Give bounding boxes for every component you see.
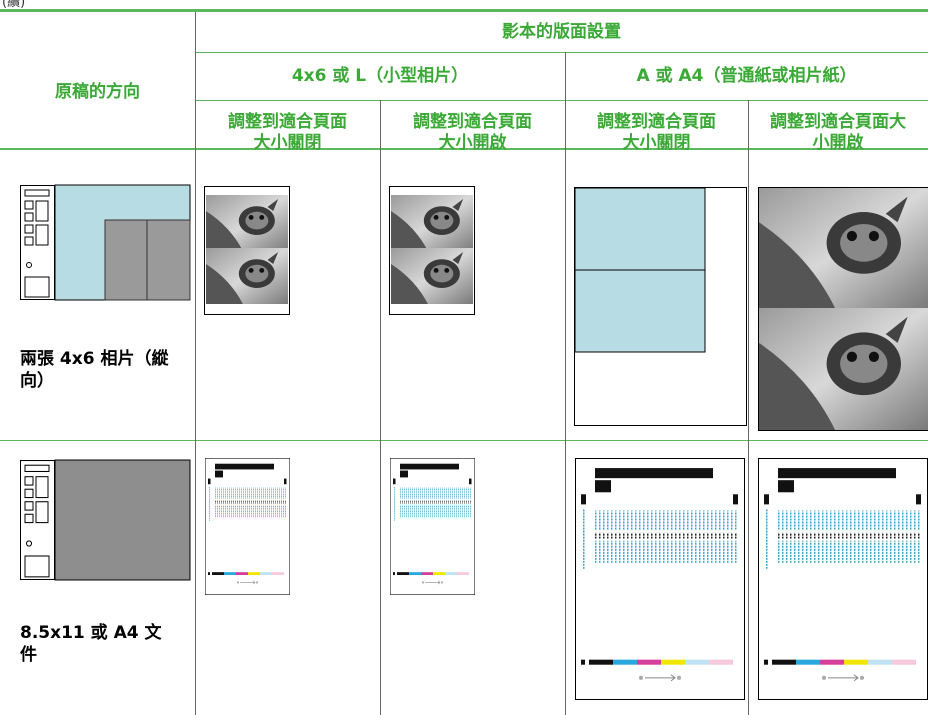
option-header: 調整到適合頁面大小開啟 bbox=[380, 112, 565, 154]
rule bbox=[195, 52, 928, 53]
option-text: 調整到適合頁面大小關閉 bbox=[597, 112, 716, 153]
col-rule bbox=[748, 100, 749, 715]
top-rule bbox=[0, 9, 928, 12]
row1-copy bbox=[758, 187, 928, 431]
paper-header: 4x6 或 L（小型相片） bbox=[291, 66, 469, 86]
row-label: 兩張 4x6 相片（縱向） bbox=[20, 349, 169, 391]
row1-copy bbox=[574, 187, 747, 426]
option-text: 調整到適合頁面大小開啟 bbox=[413, 112, 532, 153]
paper-header: A 或 A4（普通紙或相片紙） bbox=[636, 66, 857, 86]
row2-copy bbox=[758, 458, 928, 700]
row2-copy bbox=[390, 458, 475, 595]
rule bbox=[0, 148, 928, 150]
col-rule bbox=[565, 52, 566, 715]
option-text: 調整到適合頁面大小開啟 bbox=[770, 112, 906, 153]
option-header: 調整到適合頁面大小開啟 bbox=[748, 112, 928, 154]
corner-header: 原稿的方向 bbox=[55, 82, 140, 102]
row2-copy bbox=[205, 458, 290, 595]
rule bbox=[0, 440, 928, 441]
row2-original bbox=[20, 459, 191, 581]
option-header: 調整到適合頁面大小關閉 bbox=[195, 112, 380, 154]
row1-original bbox=[20, 184, 191, 301]
col-rule bbox=[380, 100, 381, 715]
group-header: 影本的版面設置 bbox=[502, 22, 621, 42]
col-rule bbox=[195, 12, 196, 715]
option-text: 調整到適合頁面大小關閉 bbox=[228, 112, 347, 153]
option-header: 調整到適合頁面大小關閉 bbox=[565, 112, 748, 154]
row2-copy bbox=[575, 458, 745, 700]
page-label: (續) bbox=[2, 0, 26, 10]
row-label: 8.5x11 或 A4 文件 bbox=[20, 623, 162, 665]
row1-copy bbox=[389, 186, 475, 315]
rule bbox=[195, 100, 928, 101]
row1-copy bbox=[204, 186, 290, 315]
